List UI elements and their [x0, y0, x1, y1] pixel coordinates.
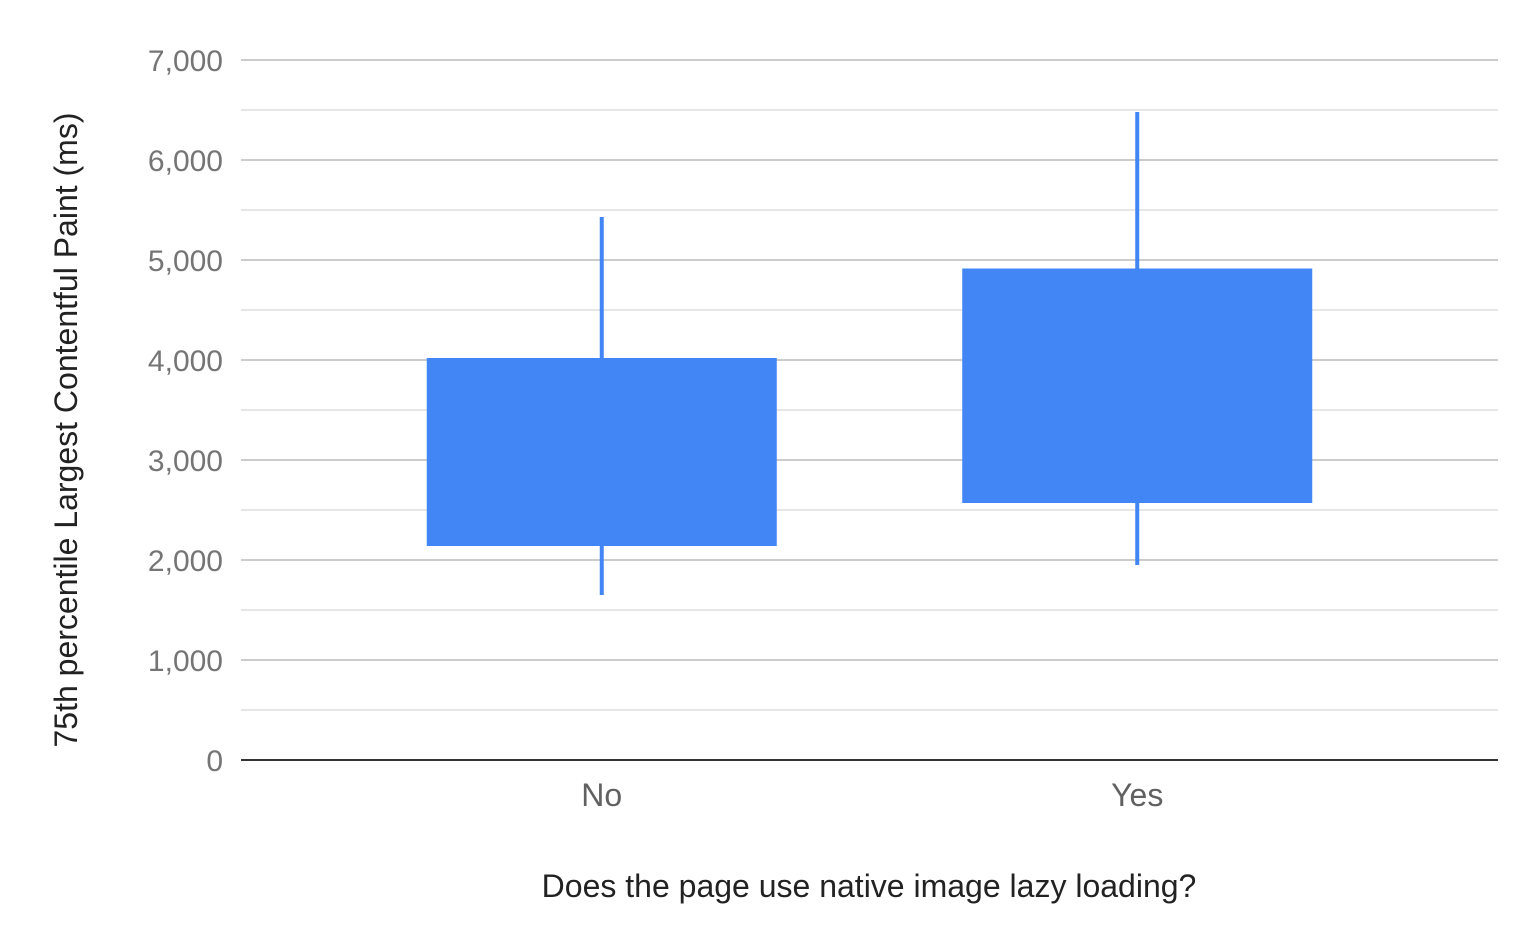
- y-tick-label: 7,000: [148, 45, 223, 78]
- x-tick-label: No: [581, 777, 622, 813]
- x-axis-title: Does the page use native image lazy load…: [542, 868, 1197, 904]
- y-tick-label: 5,000: [148, 245, 223, 278]
- y-tick-label: 4,000: [148, 345, 223, 378]
- candle-yes: [962, 112, 1313, 565]
- candles: [426, 112, 1313, 595]
- x-tick-label: Yes: [1111, 777, 1163, 813]
- y-axis-ticks: 0 1,000 2,000 3,000 4,000 5,000 6,000 7,000: [148, 45, 223, 778]
- box: [962, 268, 1313, 503]
- x-axis-ticks: No Yes: [581, 777, 1163, 813]
- y-tick-label: 2,000: [148, 545, 223, 578]
- candle-no: [426, 217, 777, 595]
- y-tick-label: 0: [206, 745, 223, 778]
- y-tick-label: 3,000: [148, 445, 223, 478]
- y-tick-label: 6,000: [148, 145, 223, 178]
- y-axis-title: 75th percentile Largest Contentful Paint…: [48, 113, 84, 748]
- y-tick-label: 1,000: [148, 645, 223, 678]
- box: [426, 358, 777, 546]
